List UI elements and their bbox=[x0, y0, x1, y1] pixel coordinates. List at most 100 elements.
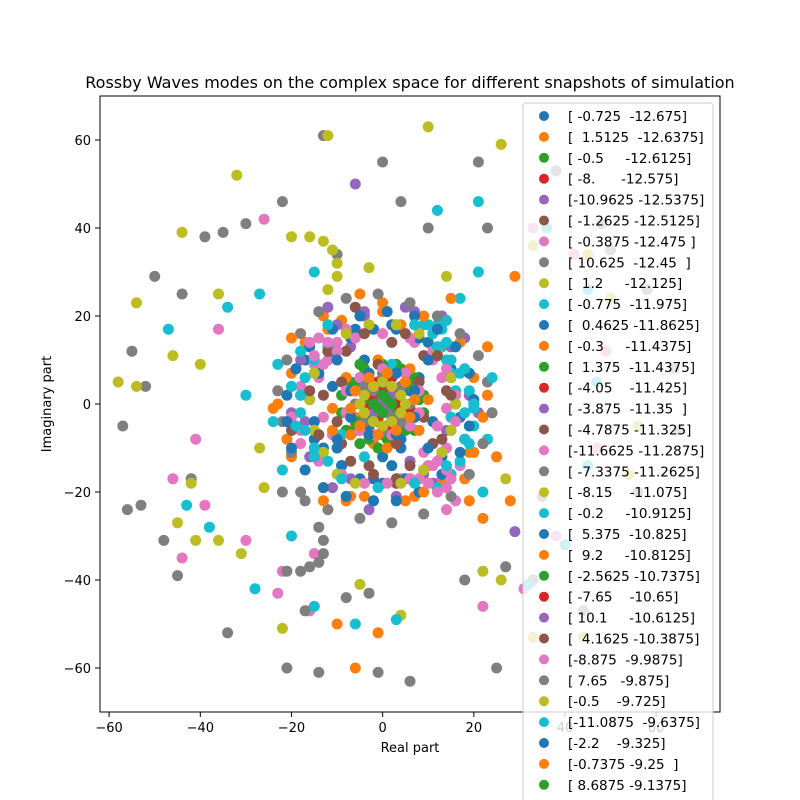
data-point-s6-p0 bbox=[272, 588, 283, 599]
data-point-s7-p18 bbox=[377, 157, 388, 168]
data-point-s7-p43 bbox=[281, 566, 292, 577]
legend-marker-13 bbox=[539, 383, 549, 393]
data-point-s30-p8 bbox=[332, 443, 343, 454]
legend-label-11: [ -0.3 -11.4375] bbox=[568, 339, 691, 355]
data-point-s17-p10 bbox=[473, 350, 484, 361]
legend-label-17: [ -7.3375 -11.2625] bbox=[568, 464, 700, 480]
legend-marker-32 bbox=[539, 780, 549, 790]
data-point-s31-p1 bbox=[354, 421, 365, 432]
data-point-s6-p7 bbox=[190, 434, 201, 445]
legend-marker-9 bbox=[539, 299, 549, 309]
data-point-s7-p33 bbox=[341, 592, 352, 603]
data-point-s18-p11 bbox=[391, 319, 402, 330]
legend-marker-6 bbox=[539, 236, 549, 246]
data-point-s30-p9 bbox=[423, 355, 434, 366]
legend-marker-12 bbox=[539, 362, 549, 372]
data-point-s9-p4 bbox=[250, 583, 261, 594]
data-point-s8-p37 bbox=[477, 566, 488, 577]
data-point-s21-p13 bbox=[354, 289, 365, 300]
data-point-s8-p33 bbox=[259, 482, 270, 493]
legend-marker-20 bbox=[539, 529, 549, 539]
data-point-s17-p2 bbox=[354, 513, 365, 524]
y-tick-label-3: 0 bbox=[83, 398, 91, 413]
data-point-s7-p6 bbox=[373, 667, 384, 678]
legend-marker-22 bbox=[539, 571, 549, 581]
legend-marker-29 bbox=[539, 717, 549, 727]
data-point-s25-p0 bbox=[345, 456, 356, 467]
data-point-s25-p4 bbox=[359, 328, 370, 339]
data-point-s20-p21 bbox=[391, 495, 402, 506]
data-point-s7-p30 bbox=[500, 561, 511, 572]
data-point-s7-p4 bbox=[281, 663, 292, 674]
data-point-s7-p37 bbox=[423, 223, 434, 234]
data-point-s29-p11 bbox=[459, 363, 470, 374]
data-point-s9-p38 bbox=[254, 289, 265, 300]
data-point-s9-p6 bbox=[350, 619, 361, 630]
data-point-s16-p14 bbox=[377, 328, 388, 339]
data-point-s29-p0 bbox=[322, 319, 333, 330]
data-point-s7-p23 bbox=[122, 504, 133, 515]
legend-marker-7 bbox=[539, 257, 549, 267]
legend-marker-17 bbox=[539, 466, 549, 476]
data-point-s19-p8 bbox=[446, 355, 457, 366]
legend-label-32: [ 8.6875 -9.1375] bbox=[568, 778, 686, 794]
legend-label-26: [-8.875 -9.9875] bbox=[568, 652, 683, 668]
data-point-s8-p14 bbox=[213, 535, 224, 546]
data-point-s7-p2 bbox=[172, 570, 183, 581]
data-point-s28-p1 bbox=[359, 407, 370, 418]
data-point-s31-p5 bbox=[409, 394, 420, 405]
data-point-s8-p34 bbox=[254, 443, 265, 454]
data-point-s25-p5 bbox=[400, 328, 411, 339]
legend: [ -0.725 -12.675][ 1.5125 -12.6375][ -0.… bbox=[523, 103, 713, 800]
data-point-s11-p0 bbox=[373, 627, 384, 638]
data-point-s8-p38 bbox=[354, 579, 365, 590]
data-point-s1-p14 bbox=[332, 619, 343, 630]
data-point-s31-p8 bbox=[364, 372, 375, 383]
data-point-s20-p4 bbox=[286, 443, 297, 454]
y-tick-label-4: 20 bbox=[74, 310, 91, 325]
data-point-s19-p10 bbox=[322, 456, 333, 467]
data-point-s7-p3 bbox=[222, 627, 233, 638]
legend-label-2: [ -0.5 -12.6125] bbox=[568, 151, 691, 167]
legend-marker-21 bbox=[539, 550, 549, 560]
data-point-s31-p7 bbox=[382, 368, 393, 379]
data-point-s21-p15 bbox=[482, 341, 493, 352]
legend-marker-23 bbox=[539, 592, 549, 602]
data-point-s8-p29 bbox=[213, 289, 224, 300]
data-point-s21-p11 bbox=[268, 403, 279, 414]
data-point-s8-p1 bbox=[304, 231, 315, 242]
data-point-s17-p12 bbox=[432, 311, 443, 322]
data-point-s5-p6 bbox=[386, 337, 397, 348]
data-point-s25-p7 bbox=[446, 390, 457, 401]
data-point-s7-p26 bbox=[199, 231, 210, 242]
legend-label-7: [ 10.625 -12.45 ] bbox=[568, 255, 691, 271]
data-point-s18-p4 bbox=[418, 465, 429, 476]
legend-marker-31 bbox=[539, 759, 549, 769]
legend-marker-0 bbox=[539, 111, 549, 121]
data-point-s25-p11 bbox=[332, 416, 343, 427]
data-point-s21-p12 bbox=[286, 333, 297, 344]
data-point-s18-p6 bbox=[446, 425, 457, 436]
data-point-s9-p9 bbox=[473, 196, 484, 207]
data-point-s25-p1 bbox=[313, 429, 324, 440]
data-point-s8-p15 bbox=[231, 170, 242, 181]
data-point-s18-p1 bbox=[350, 478, 361, 489]
data-point-s8-p20 bbox=[496, 139, 507, 150]
x-tick-label-3: 0 bbox=[379, 721, 387, 736]
data-point-s9-p31 bbox=[359, 451, 370, 462]
data-point-s7-p27 bbox=[277, 196, 288, 207]
legend-label-16: [-11.6625 -11.2875] bbox=[568, 443, 704, 459]
legend-label-30: [-2.2 -9.325] bbox=[568, 736, 666, 752]
data-point-s29-p13 bbox=[409, 319, 420, 330]
data-point-s7-p29 bbox=[459, 575, 470, 586]
data-point-s26-p17 bbox=[423, 478, 434, 489]
data-point-s8-p35 bbox=[441, 271, 452, 282]
data-point-s28-p7 bbox=[395, 390, 406, 401]
data-point-s7-p48 bbox=[318, 535, 329, 546]
data-point-s20-p2 bbox=[318, 482, 329, 493]
data-point-s8-p17 bbox=[322, 130, 333, 141]
data-point-s6-p21 bbox=[441, 504, 452, 515]
data-point-s8-p6 bbox=[322, 284, 333, 295]
data-point-s17-p8 bbox=[487, 407, 498, 418]
legend-label-3: [ -8. -12.575] bbox=[568, 172, 678, 188]
